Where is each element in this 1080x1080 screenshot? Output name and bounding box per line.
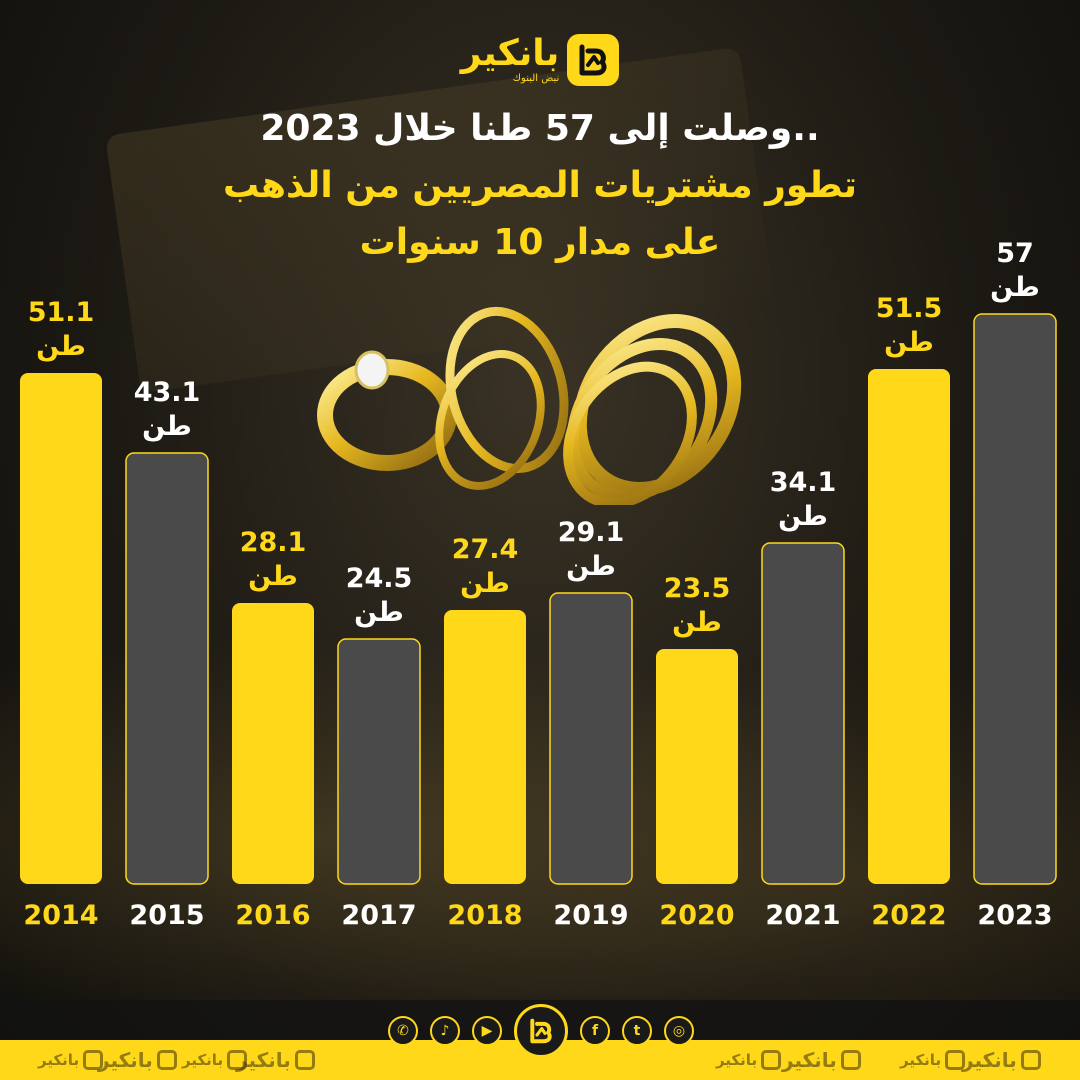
brand-name: بانكير bbox=[460, 33, 560, 74]
data-label-2018: 27.4 bbox=[452, 534, 519, 565]
footer-watermark: بانكير bbox=[38, 1046, 104, 1074]
headline-line-3: على مدار 10 سنوات bbox=[359, 222, 721, 263]
footer-watermark-name: بانكير bbox=[98, 1048, 153, 1072]
unit-label-2023: طن bbox=[990, 272, 1040, 303]
data-label-2019: 29.1 bbox=[558, 517, 625, 548]
background-coins bbox=[0, 600, 1080, 1000]
footer-watermark-name: بانكير bbox=[38, 1051, 80, 1069]
brand-mark-icon bbox=[761, 1050, 782, 1070]
footer-watermark-name: بانكير bbox=[182, 1051, 224, 1069]
unit-label-2019: طن bbox=[566, 551, 616, 582]
center-brand-icon[interactable] bbox=[514, 1004, 568, 1058]
footer-watermark-name: بانكير bbox=[900, 1051, 942, 1069]
gold-rings-illustration bbox=[317, 306, 742, 505]
brand-mark-icon bbox=[294, 1050, 315, 1070]
youtube-icon[interactable]: ▶ bbox=[472, 1016, 502, 1046]
whatsapp-icon[interactable]: ✆ bbox=[388, 1016, 418, 1046]
brand-mark-icon bbox=[945, 1050, 966, 1070]
headline-line-1: وصلت إلى 57 طنا خلال 2023.. bbox=[260, 108, 820, 149]
brand-mark-icon bbox=[156, 1050, 177, 1070]
unit-label-2015: طن bbox=[142, 411, 192, 442]
footer-watermark-name: بانكير bbox=[962, 1048, 1017, 1072]
data-label-2017: 24.5 bbox=[346, 563, 413, 594]
unit-label-2018: طن bbox=[460, 568, 510, 599]
footer-watermark: بانكير bbox=[782, 1046, 861, 1074]
footer-watermark: بانكير bbox=[962, 1046, 1041, 1074]
footer: بانكير بانكير بانكير بانكير بانكير بانكي… bbox=[0, 1000, 1080, 1080]
footer-watermark: بانكير bbox=[716, 1046, 782, 1074]
brand-mark-icon bbox=[83, 1050, 104, 1070]
brand-logo: بانكير نبض البنوك bbox=[0, 30, 1080, 90]
data-label-2022: 51.5 bbox=[876, 293, 943, 324]
data-label-2021: 34.1 bbox=[770, 467, 837, 498]
data-label-2016: 28.1 bbox=[240, 527, 307, 558]
footer-watermark-name: بانكير bbox=[716, 1051, 758, 1069]
unit-label-2014: طن bbox=[36, 331, 86, 362]
facebook-icon[interactable]: f bbox=[580, 1016, 610, 1046]
twitter-icon[interactable]: t bbox=[622, 1016, 652, 1046]
brand-mark-icon bbox=[1020, 1050, 1041, 1070]
footer-watermark: بانكير bbox=[182, 1046, 248, 1074]
brand-mark-icon bbox=[227, 1050, 248, 1070]
brand-wordmark: بانكير نبض البنوك bbox=[461, 36, 560, 84]
unit-label-2022: طن bbox=[884, 327, 934, 358]
unit-label-2021: طن bbox=[778, 501, 828, 532]
footer-watermark-name: بانكير bbox=[236, 1048, 291, 1072]
footer-watermark: بانكير bbox=[900, 1046, 966, 1074]
tiktok-icon[interactable]: ♪ bbox=[430, 1016, 460, 1046]
instagram-icon[interactable]: ◎ bbox=[664, 1016, 694, 1046]
data-label-2014: 51.1 bbox=[28, 297, 95, 328]
footer-watermark: بانكير bbox=[98, 1046, 177, 1074]
brand-mark-icon bbox=[567, 34, 620, 86]
headline-line-2: تطور مشتريات المصريين من الذهب bbox=[222, 165, 858, 206]
footer-watermark: بانكير bbox=[236, 1046, 315, 1074]
brand-mark-icon bbox=[840, 1050, 861, 1070]
footer-watermark-name: بانكير bbox=[782, 1048, 837, 1072]
brand-tagline: نبض البنوك bbox=[512, 73, 560, 84]
unit-label-2016: طن bbox=[248, 561, 298, 592]
